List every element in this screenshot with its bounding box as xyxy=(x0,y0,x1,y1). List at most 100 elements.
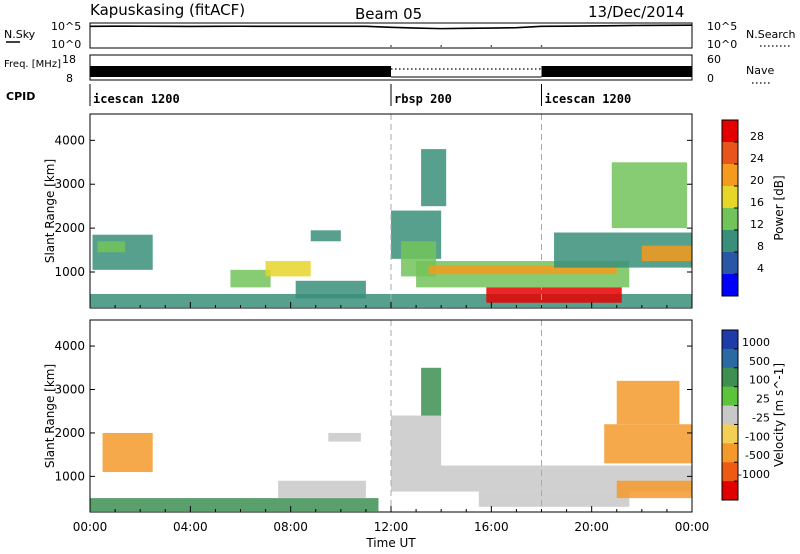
station-title: Kapuskasing (fitACF) xyxy=(90,1,245,19)
x-tick-label: 20:00 xyxy=(574,520,609,534)
colorbar-tick-label: 100 xyxy=(749,374,770,387)
colorbar-tick-label: 20 xyxy=(750,174,764,187)
colorbar-tick-label: -1000 xyxy=(738,468,770,481)
colorbar-segment xyxy=(722,120,738,143)
freq-tick-top: 18 xyxy=(62,53,76,66)
colorbar-tick-label: 25 xyxy=(756,393,770,406)
nave-tick-top: 60 xyxy=(707,53,721,66)
colorbar-segment xyxy=(722,274,738,297)
x-tick-label: 00:00 xyxy=(675,520,710,534)
power-colorbar: 4 8 12 16 20 24 28 Power [dB] xyxy=(721,119,786,297)
cpid-row: icescan 1200 rbsp 200 icescan 1200 xyxy=(89,84,632,106)
nsearch-tick-bottom: 10^0 xyxy=(707,38,737,51)
data-patch xyxy=(278,480,366,499)
cpid-segment-label: icescan 1200 xyxy=(545,92,632,106)
x-tick-label: 16:00 xyxy=(474,520,509,534)
nsearch-point xyxy=(440,45,442,47)
data-patch xyxy=(611,162,687,229)
y-tick-label: 2000 xyxy=(54,221,85,235)
y-axis-label: Slant Range [km] xyxy=(43,364,57,468)
x-axis: 00:00 04:00 08:00 12:00 16:00 20:00 00:00 Time … xyxy=(73,520,710,550)
data-patch xyxy=(230,269,271,288)
colorbar-segment xyxy=(722,252,738,275)
nsky-panel-frame xyxy=(89,22,693,49)
colorbar-segment xyxy=(722,405,738,425)
colorbar-tick-label: 28 xyxy=(750,130,764,143)
freq-series xyxy=(90,66,692,78)
y-tick-label: 1000 xyxy=(54,265,85,279)
nave-label: Nave xyxy=(746,64,774,77)
data-patch xyxy=(328,432,361,442)
nsearch-label: N.Search xyxy=(746,28,796,41)
colorbar-tick-label: 1000 xyxy=(742,336,770,349)
colorbar-label: Velocity [m s^-1] xyxy=(772,363,786,467)
colorbar-segment xyxy=(722,386,738,407)
colorbar-segment xyxy=(722,481,738,501)
colorbar-segment xyxy=(722,462,738,482)
colorbar-segment xyxy=(722,330,738,350)
colorbar-segment xyxy=(722,186,738,209)
x-tick-label: 00:00 xyxy=(73,520,108,534)
nave-tick-bottom: 0 xyxy=(707,72,714,85)
freq-band xyxy=(90,66,391,77)
velocity-panel: 1000 2000 3000 4000 Slant Range [km] xyxy=(43,319,693,513)
y-axis-label: Slant Range [km] xyxy=(43,159,57,263)
data-patch xyxy=(486,287,622,303)
colorbar-frame xyxy=(721,329,739,501)
y-tick-label: 4000 xyxy=(54,339,85,353)
data-patch xyxy=(97,241,126,253)
colorbar-tick-label: -500 xyxy=(745,449,770,462)
freq-band xyxy=(541,66,692,77)
data-patch xyxy=(604,424,692,464)
nsky-tick-bottom: 10^0 xyxy=(51,38,81,51)
nsky-series xyxy=(89,24,693,47)
cpid-segment-label: icescan 1200 xyxy=(93,92,180,106)
colorbar-tick-label: 24 xyxy=(750,152,764,165)
colorbar-segment xyxy=(722,142,738,165)
beam-title: Beam 05 xyxy=(355,5,422,23)
data-patch xyxy=(641,245,692,262)
nsky-label: N.Sky xyxy=(4,28,36,41)
data-patch xyxy=(90,498,379,512)
data-patch xyxy=(478,491,630,507)
nsky-tick-top: 10^5 xyxy=(51,20,81,33)
y-tick-label: 3000 xyxy=(54,383,85,397)
x-tick-label: 08:00 xyxy=(273,520,308,534)
nsky-line xyxy=(89,24,693,30)
colorbar-tick-label: -100 xyxy=(745,430,770,443)
data-patch xyxy=(102,432,153,473)
colorbar-tick-label: 500 xyxy=(749,355,770,368)
freq-label: Freq. [MHz] xyxy=(4,59,61,70)
colorbar-segment xyxy=(722,424,738,444)
colorbar-label: Power [dB] xyxy=(772,175,786,240)
data-patch xyxy=(265,261,311,277)
colorbar-segment xyxy=(722,367,738,388)
data-patch xyxy=(310,230,341,242)
cpid-label: CPID xyxy=(6,90,35,103)
x-tick-label: 04:00 xyxy=(173,520,208,534)
colorbar-segment xyxy=(722,164,738,187)
colorbar-segment xyxy=(722,230,738,253)
colorbar-tick-label: 16 xyxy=(750,196,764,209)
x-axis-label: Time UT xyxy=(365,536,416,550)
date-title: 13/Dec/2014 xyxy=(588,3,684,21)
data-patch xyxy=(421,149,447,207)
colorbar-tick-label: 4 xyxy=(757,262,764,275)
y-tick-label: 2000 xyxy=(54,426,85,440)
nsearch-point xyxy=(540,45,543,47)
data-patch xyxy=(391,415,442,466)
colorbar-segment xyxy=(722,208,738,231)
data-patch xyxy=(616,380,680,425)
nsearch-tick-top: 10^5 xyxy=(707,20,737,33)
y-tick-label: 3000 xyxy=(54,177,85,191)
colorbar-tick-label: 8 xyxy=(757,240,764,253)
nsearch-point xyxy=(490,45,493,47)
colorbar-tick-label: -25 xyxy=(752,411,770,424)
x-tick-label: 12:00 xyxy=(374,520,409,534)
data-patch xyxy=(428,265,617,275)
power-panel: 1000 2000 3000 4000 Slant Range [km] xyxy=(43,113,693,309)
data-patch xyxy=(616,480,692,499)
cpid-segment-label: rbsp 200 xyxy=(394,92,452,106)
